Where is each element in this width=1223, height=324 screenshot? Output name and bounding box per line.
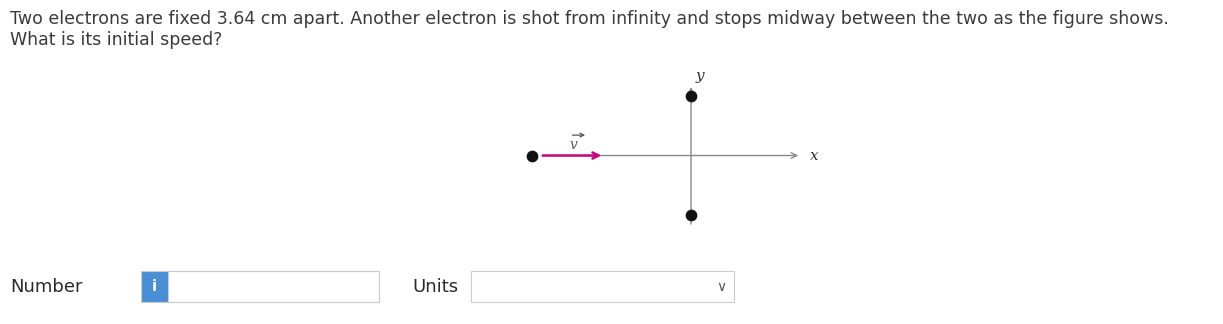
Text: ∨: ∨	[717, 280, 726, 294]
Point	[681, 213, 701, 218]
Text: x: x	[810, 148, 818, 163]
Text: Two electrons are fixed 3.64 cm apart. Another electron is shot from infinity an: Two electrons are fixed 3.64 cm apart. A…	[10, 10, 1169, 49]
Point	[681, 93, 701, 98]
Text: Units: Units	[412, 278, 459, 296]
Text: Number: Number	[10, 278, 82, 296]
FancyBboxPatch shape	[141, 271, 168, 302]
Text: i: i	[152, 279, 157, 294]
Point	[522, 153, 542, 158]
FancyBboxPatch shape	[471, 271, 734, 302]
Text: y: y	[696, 69, 704, 83]
Text: v: v	[570, 138, 577, 152]
FancyBboxPatch shape	[168, 271, 379, 302]
